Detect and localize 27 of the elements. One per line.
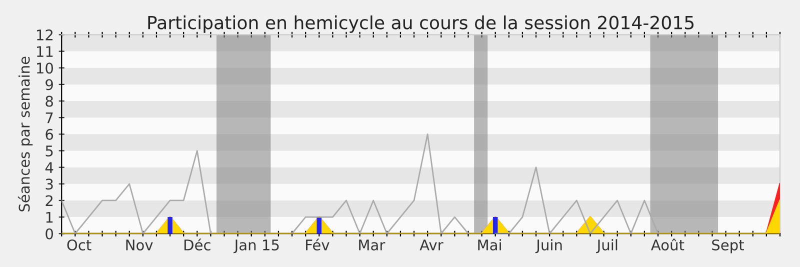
x-tick-label: Sept: [712, 239, 744, 254]
y-tick-label: 9: [46, 79, 53, 90]
x-tick-label: Juin: [535, 239, 562, 254]
chart-title: Participation en hemicycle au cours de la session 2014-2015: [148, 15, 694, 33]
y-tick-label: 0: [46, 228, 53, 240]
y-tick-label: 5: [46, 146, 53, 156]
y-tick-label: 3: [46, 178, 53, 190]
y-axis-title: Séances par semaine: [18, 56, 33, 212]
y-tick-label: 7: [46, 112, 53, 124]
y-tick-label: 2: [46, 195, 52, 206]
x-tick-label: Mai: [478, 239, 501, 250]
x-tick-label: Août: [651, 238, 684, 250]
y-tick-label: 8: [46, 96, 53, 107]
y-tick-label: 11: [37, 46, 53, 57]
x-tick-label: Déc: [184, 238, 210, 250]
y-tick-label: 12: [37, 29, 52, 40]
x-tick-label: Mar: [359, 240, 386, 250]
x-tick-label: Nov: [126, 240, 153, 250]
y-tick-label: 10: [37, 62, 53, 74]
x-tick-label: Jan 15: [234, 240, 279, 254]
x-tick-label: Juil: [596, 239, 618, 254]
y-tick-label: 4: [45, 162, 54, 173]
y-tick-label: 6: [46, 128, 54, 140]
x-tick-label: Avr: [420, 240, 444, 250]
y-tick-label: 1: [46, 212, 53, 223]
x-tick-label: Oct: [67, 239, 92, 250]
x-tick-label: Fév: [306, 238, 330, 250]
